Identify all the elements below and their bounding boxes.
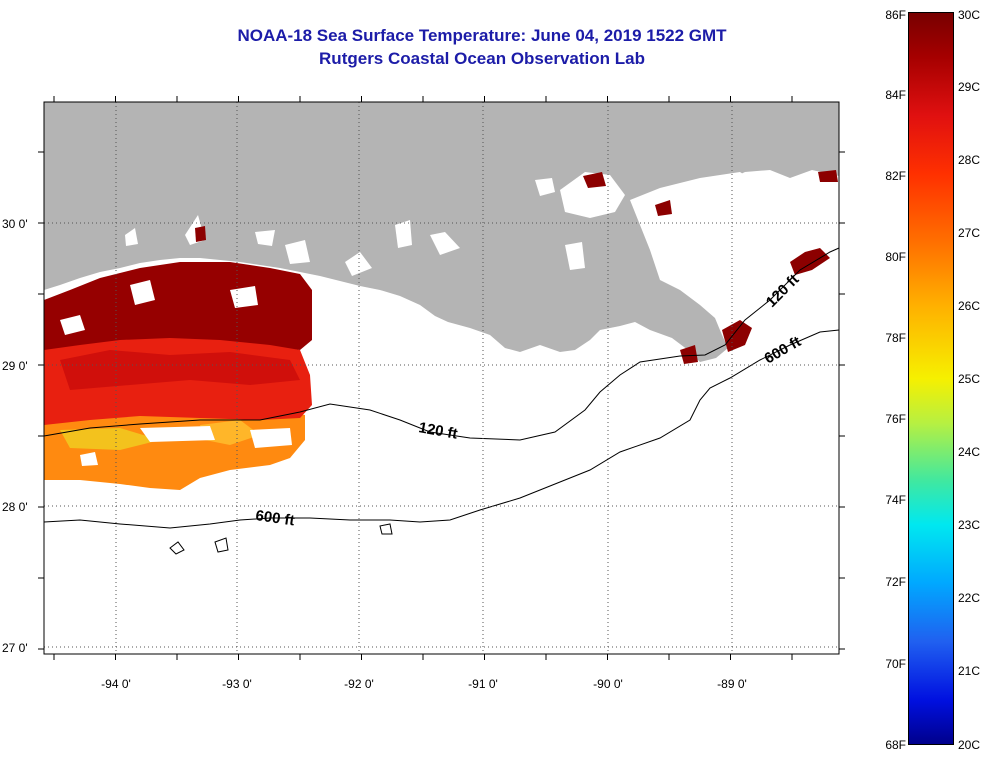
longitude-label: -90 0' <box>593 677 623 691</box>
colorbar-f-label: 82F <box>885 169 906 183</box>
warm-lake-pixels <box>583 172 606 188</box>
sst-field-darkred <box>44 262 312 350</box>
cloud-gap <box>130 280 155 305</box>
lake <box>565 242 585 270</box>
latitude-label: 27 0' <box>2 641 28 655</box>
lake <box>285 240 310 264</box>
colorbar-c-label: 22C <box>958 591 981 605</box>
cloud-gap <box>60 315 85 335</box>
longitude-label: -91 0' <box>468 677 498 691</box>
latitude-label: 30 0' <box>2 217 28 231</box>
warm-lake-pixels <box>818 170 838 182</box>
sst-field-yellow <box>200 420 260 445</box>
colorbar-c-label: 23C <box>958 518 981 532</box>
lake <box>395 220 412 248</box>
lake <box>630 172 760 290</box>
longitude-label: -92 0' <box>344 677 374 691</box>
colorbar-f-label: 76F <box>885 412 906 426</box>
warm-delta-pixels <box>680 345 698 364</box>
isobath-120ft <box>43 247 840 441</box>
lake <box>560 172 625 218</box>
temperature-colorbar <box>908 12 954 745</box>
axis-ticks <box>38 96 845 660</box>
lake <box>430 232 460 255</box>
colorbar-f-label: 78F <box>885 331 906 345</box>
cloud-gap <box>80 452 98 466</box>
colorbar-f-label: 74F <box>885 493 906 507</box>
colorbar-c-label: 21C <box>958 664 981 678</box>
lake <box>125 228 138 246</box>
sst-field-red <box>60 350 300 390</box>
colorbar-f-label: 72F <box>885 575 906 589</box>
latitude-label: 28 0' <box>2 500 28 514</box>
colorbar-f-label: 84F <box>885 88 906 102</box>
lake <box>345 252 372 276</box>
lake <box>725 180 830 305</box>
lake <box>255 230 275 246</box>
latitude-label: 29 0' <box>2 359 28 373</box>
contour-label: 120 ft <box>417 419 459 443</box>
colorbar-c-label: 28C <box>958 153 981 167</box>
colorbar-c-label: 20C <box>958 738 981 752</box>
warm-lake-pixels <box>655 200 672 216</box>
warm-delta-pixels <box>722 320 752 352</box>
colorbar-c-label: 27C <box>958 226 981 240</box>
colorbar-f-label: 70F <box>885 657 906 671</box>
colorbar-f-label: 80F <box>885 250 906 264</box>
map-frame <box>43 101 840 655</box>
lake <box>535 178 555 196</box>
colorbar-c-label: 29C <box>958 80 981 94</box>
longitude-label: -94 0' <box>101 677 131 691</box>
colorbar-c-label: 30C <box>958 8 981 22</box>
isobath-600ft-loops <box>169 523 393 555</box>
longitude-label: -89 0' <box>717 677 747 691</box>
isobath-600ft <box>43 329 840 529</box>
map-title: NOAA-18 Sea Surface Temperature: June 04… <box>237 26 727 45</box>
cloud-gap <box>140 426 215 442</box>
warm-delta-pixels <box>790 248 830 275</box>
colorbar-c-label: 24C <box>958 445 981 459</box>
warm-lake-pixels <box>195 226 206 242</box>
colorbar-f-label: 86F <box>885 8 906 22</box>
map-subtitle: Rutgers Coastal Ocean Observation Lab <box>319 49 645 68</box>
land-mass <box>44 102 839 362</box>
colorbar-c-label: 26C <box>958 299 981 313</box>
colorbar-c-label: 25C <box>958 372 981 386</box>
sst-field-yellow <box>60 428 160 450</box>
graticule <box>44 102 839 654</box>
cloud-gap <box>250 428 292 448</box>
colorbar-f-label: 68F <box>885 738 906 752</box>
contour-label: 600 ft <box>254 507 295 529</box>
longitude-label: -93 0' <box>222 677 252 691</box>
